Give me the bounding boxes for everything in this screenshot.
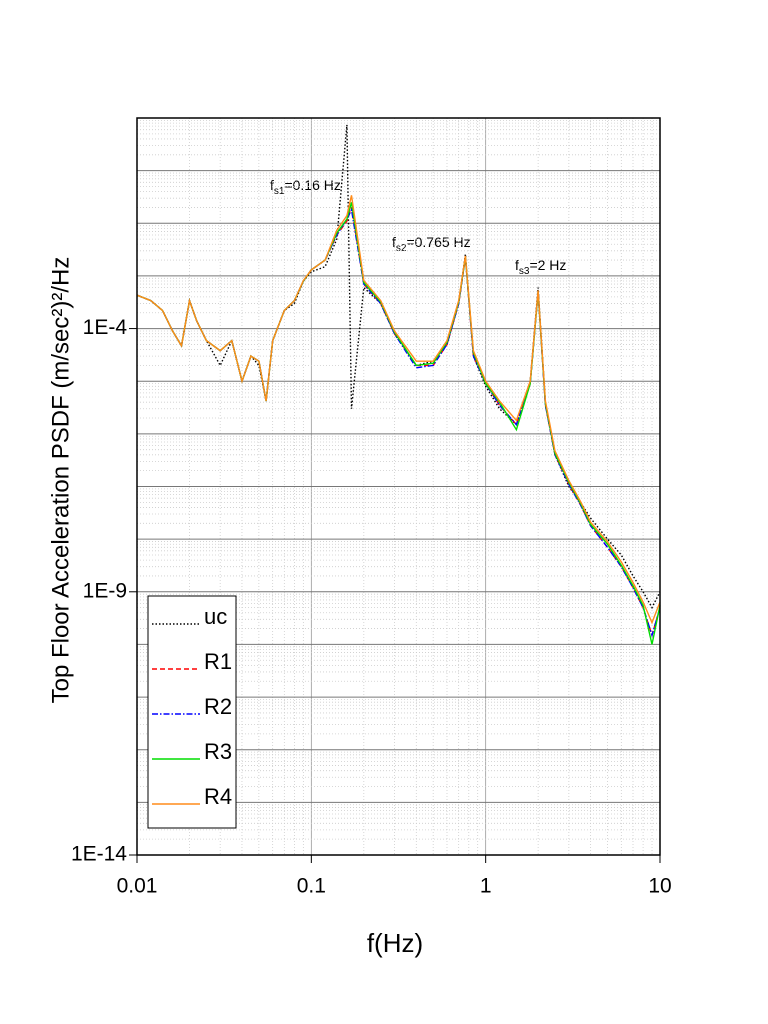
grid xyxy=(137,118,660,855)
series-line xyxy=(136,195,661,625)
annotation-sub: s1 xyxy=(274,186,285,197)
y-tick-label: 1E-4 xyxy=(83,316,128,339)
x-axis-label: f(Hz) xyxy=(367,928,423,958)
annotation-text: =2 Hz xyxy=(529,257,566,273)
annotation-text: f xyxy=(515,257,519,273)
legend-label: R4 xyxy=(204,784,232,809)
legend-label: uc xyxy=(204,604,227,629)
y-tick-label: 1E-9 xyxy=(83,579,127,602)
legend-label: R2 xyxy=(204,694,232,719)
legend-label: R3 xyxy=(204,739,232,764)
annotation-text: f xyxy=(392,234,396,250)
series-line xyxy=(136,207,661,638)
annotation: fs1=0.16 Hz xyxy=(270,177,341,197)
x-tick-label: 1 xyxy=(480,875,492,898)
annotation: fs2=0.765 Hz xyxy=(392,234,471,254)
x-tick-label: 0.01 xyxy=(117,875,158,898)
annotation-sub: s2 xyxy=(396,243,407,254)
y-axis-label: Top Floor Acceleration PSDF (m/sec²)²/Hz xyxy=(47,257,74,704)
series-line xyxy=(136,207,661,638)
plot-frame xyxy=(136,117,661,856)
y-tick-label: 1E-14 xyxy=(71,843,127,866)
annotation-text: =0.16 Hz xyxy=(284,177,340,193)
annotation-text: =0.765 Hz xyxy=(406,234,470,250)
series-line xyxy=(136,124,661,610)
series-line xyxy=(136,202,661,645)
annotation-sub: s3 xyxy=(519,266,530,277)
x-tick-label: 0.1 xyxy=(297,875,326,898)
legend-label: R1 xyxy=(204,649,232,674)
x-tick-label: 10 xyxy=(648,875,671,898)
annotation: fs3=2 Hz xyxy=(515,257,566,277)
annotation-text: f xyxy=(270,177,274,193)
legend: uc R1 R2 R3 R4 xyxy=(147,595,237,829)
legend-box xyxy=(147,595,237,829)
